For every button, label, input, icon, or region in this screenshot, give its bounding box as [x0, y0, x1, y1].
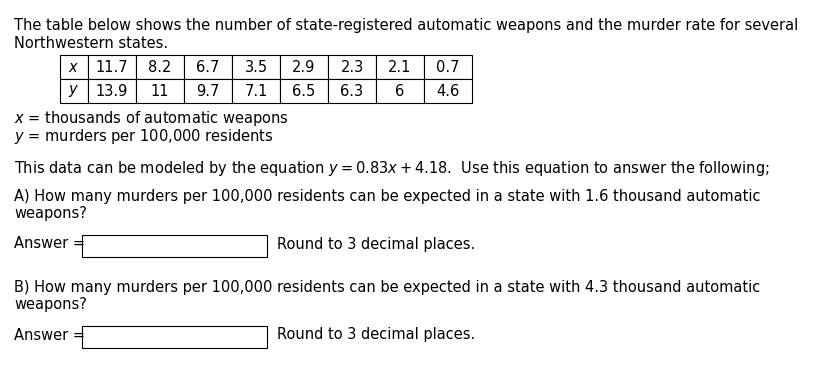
Text: Round to 3 decimal places.: Round to 3 decimal places. — [277, 237, 475, 252]
Bar — [423, 79, 471, 103]
Text: 4.6: 4.6 — [436, 83, 459, 99]
Bar — [327, 79, 375, 103]
Bar — [375, 55, 423, 79]
Bar — [88, 79, 136, 103]
Text: 2.1: 2.1 — [388, 59, 411, 74]
Text: 13.9: 13.9 — [96, 83, 128, 99]
Bar — [136, 79, 184, 103]
Text: 3.5: 3.5 — [244, 59, 267, 74]
Bar — [280, 79, 327, 103]
Bar — [82, 326, 266, 348]
Bar — [136, 55, 184, 79]
Bar — [280, 55, 327, 79]
Text: A) How many murders per 100,000 residents can be expected in a state with 1.6 th: A) How many murders per 100,000 resident… — [14, 189, 759, 204]
Text: 6.7: 6.7 — [196, 59, 219, 74]
Text: B) How many murders per 100,000 residents can be expected in a state with 4.3 th: B) How many murders per 100,000 resident… — [14, 280, 759, 295]
Text: 8.2: 8.2 — [148, 59, 171, 74]
Bar — [60, 79, 88, 103]
Text: weapons?: weapons? — [14, 297, 87, 312]
Text: Northwestern states.: Northwestern states. — [14, 36, 168, 51]
Text: 0.7: 0.7 — [436, 59, 459, 74]
Text: 11.7: 11.7 — [96, 59, 128, 74]
Text: 6.3: 6.3 — [340, 83, 363, 99]
Text: This data can be modeled by the equation $y = 0.83x + 4.18$.  Use this equation : This data can be modeled by the equation… — [14, 159, 769, 178]
Text: $x$ = thousands of automatic weapons: $x$ = thousands of automatic weapons — [14, 109, 289, 128]
Text: The table below shows the number of state-registered automatic weapons and the m: The table below shows the number of stat… — [14, 18, 797, 33]
Text: $y$: $y$ — [69, 83, 79, 99]
Text: $x$: $x$ — [69, 59, 79, 74]
Text: 7.1: 7.1 — [244, 83, 267, 99]
Bar — [232, 79, 280, 103]
Text: Answer =: Answer = — [14, 237, 89, 252]
Text: Answer =: Answer = — [14, 327, 89, 343]
Text: $y$ = murders per 100,000 residents: $y$ = murders per 100,000 residents — [14, 127, 274, 146]
Text: 2.3: 2.3 — [340, 59, 363, 74]
Text: Round to 3 decimal places.: Round to 3 decimal places. — [277, 327, 475, 343]
Bar — [184, 55, 232, 79]
Text: 6: 6 — [395, 83, 404, 99]
Text: 9.7: 9.7 — [196, 83, 219, 99]
Bar — [82, 235, 266, 257]
Text: weapons?: weapons? — [14, 206, 87, 221]
Bar — [423, 55, 471, 79]
Text: 2.9: 2.9 — [292, 59, 315, 74]
Bar — [184, 79, 232, 103]
Text: 11: 11 — [151, 83, 169, 99]
Bar — [375, 79, 423, 103]
Bar — [60, 55, 88, 79]
Bar — [232, 55, 280, 79]
Bar — [327, 55, 375, 79]
Text: 6.5: 6.5 — [292, 83, 315, 99]
Bar — [88, 55, 136, 79]
